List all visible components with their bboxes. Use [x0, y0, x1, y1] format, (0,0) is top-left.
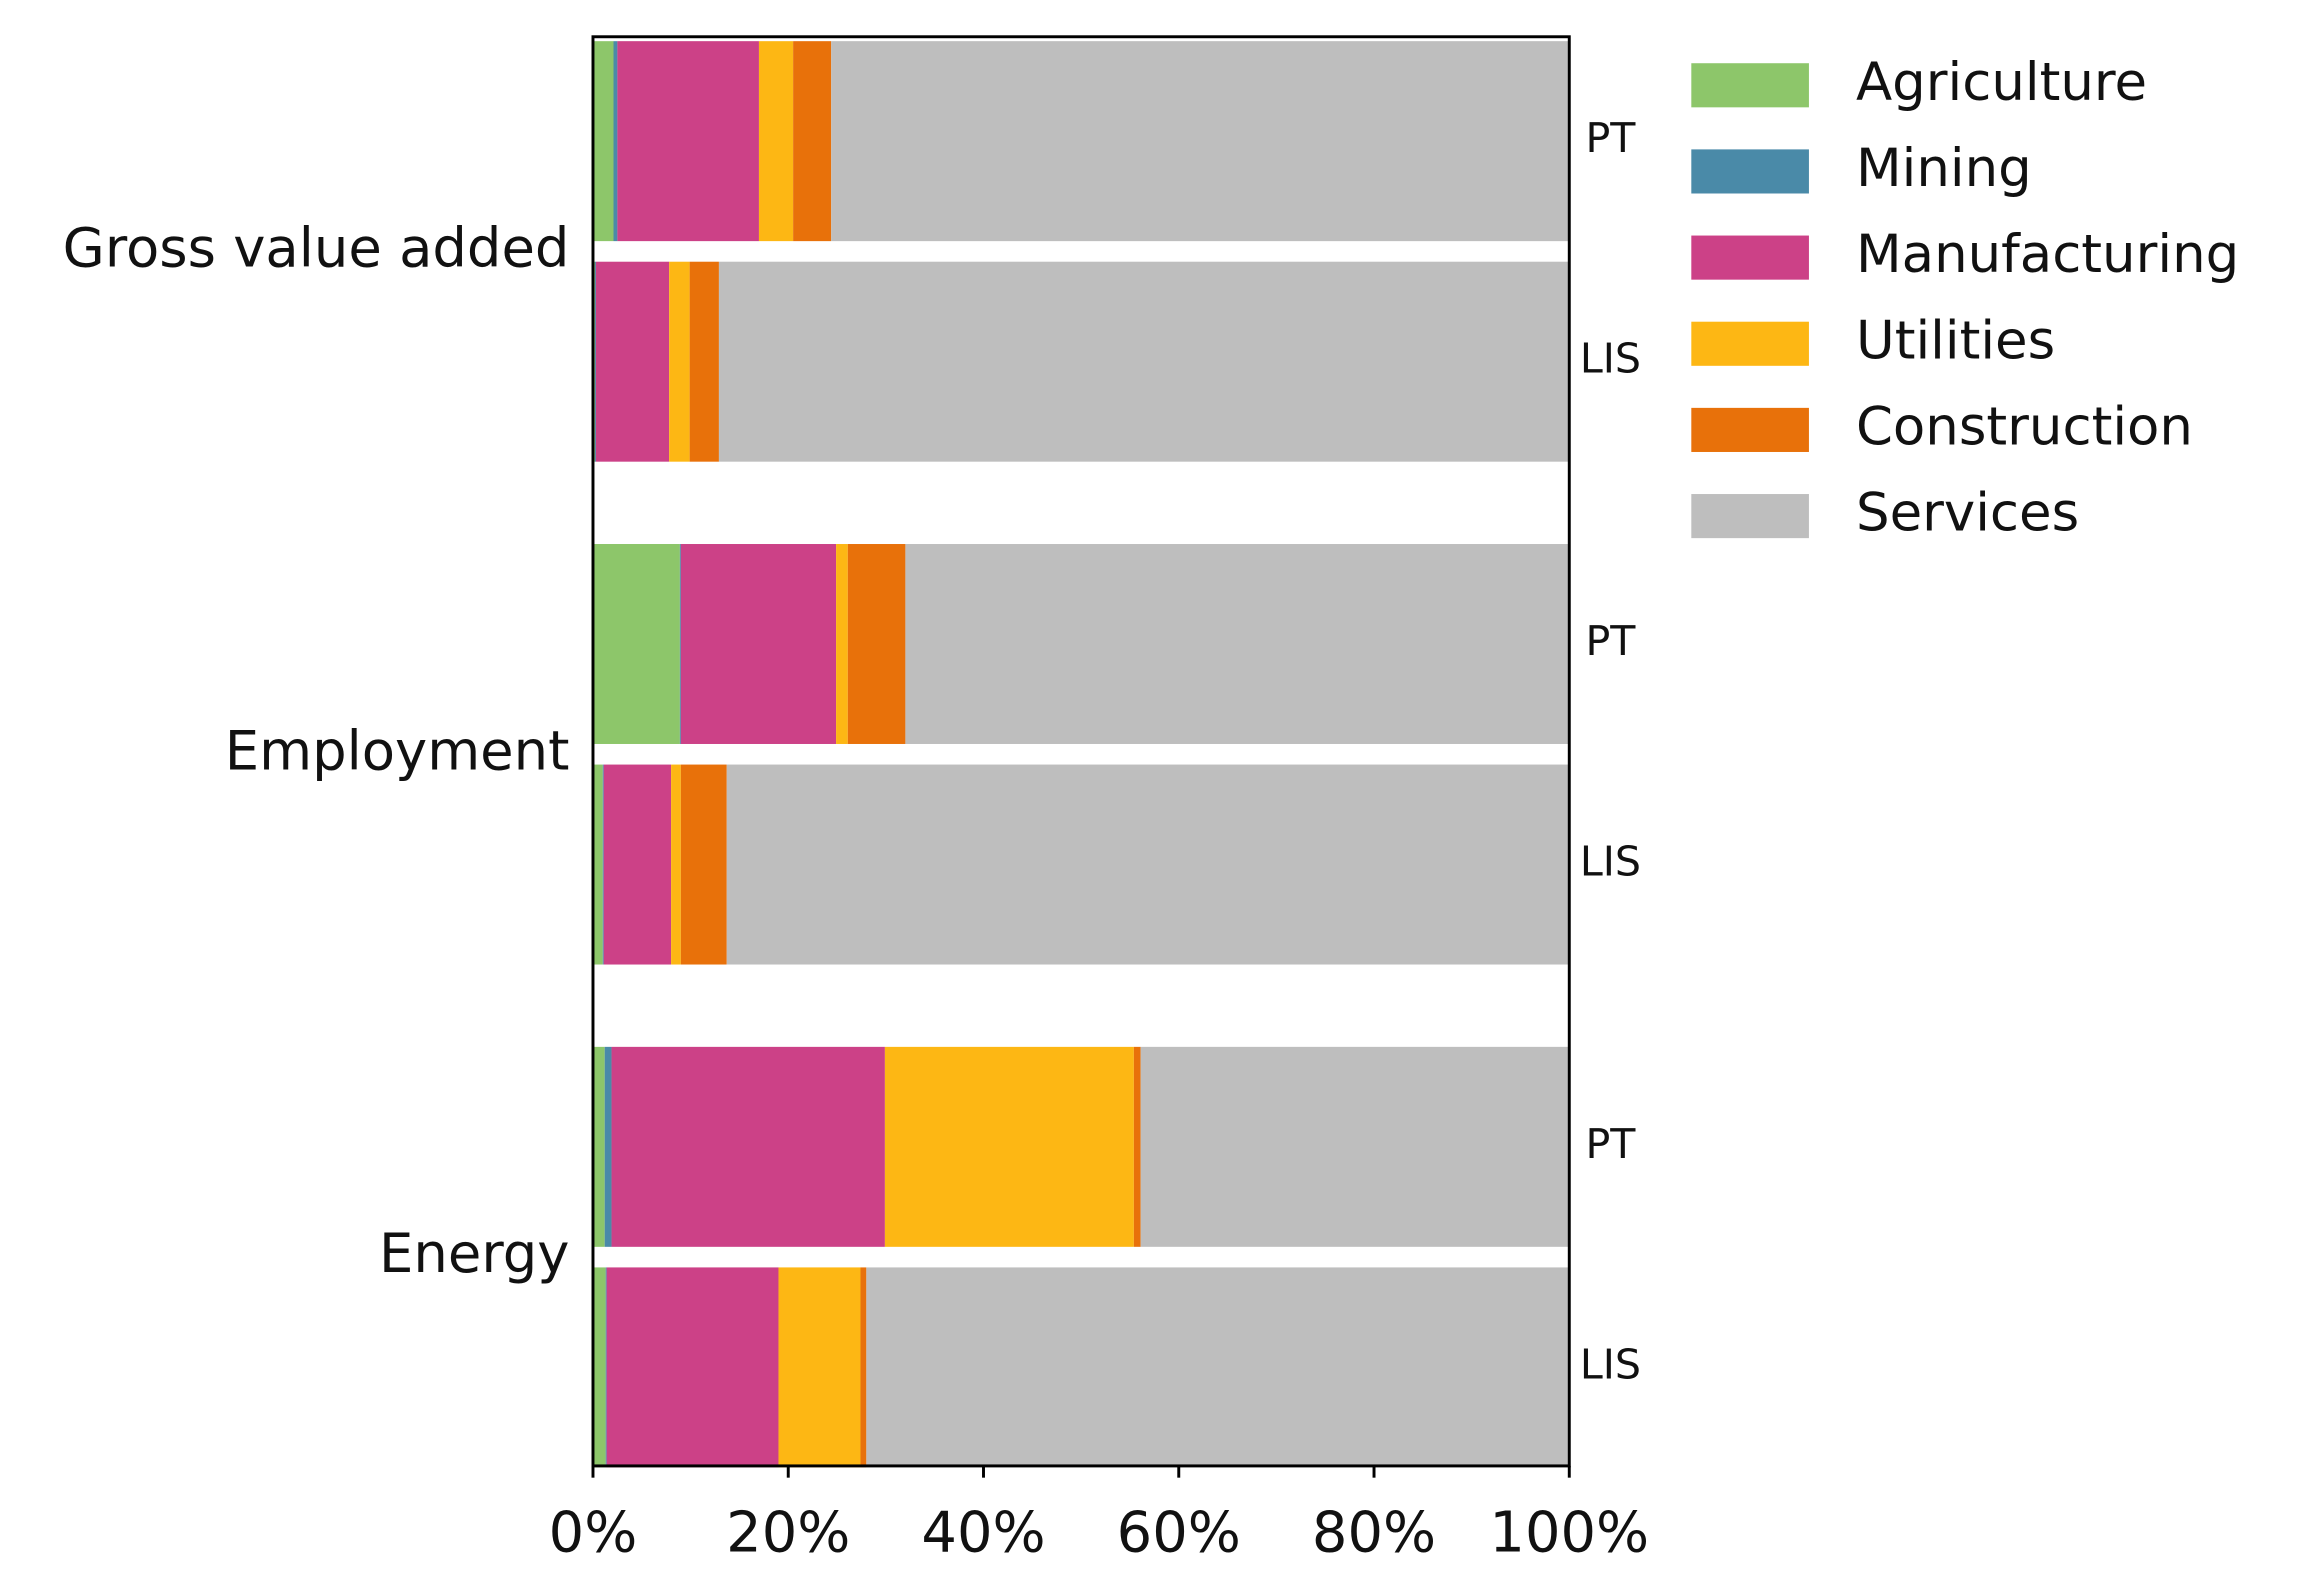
bar-segment [592, 1046, 605, 1247]
legend-swatch [1691, 321, 1809, 366]
bar-segment [594, 261, 596, 462]
bar-segment [680, 544, 837, 744]
group-label: Employment [225, 719, 570, 782]
bar-segment [884, 1046, 1134, 1247]
bar-segment [847, 544, 906, 744]
bar-segment [836, 544, 848, 744]
x-tick-label: 60% [1117, 1501, 1241, 1566]
bar-segment [905, 544, 1570, 744]
bar-segment [595, 261, 670, 462]
bar-segment [778, 1267, 861, 1468]
bar-segment [592, 41, 614, 242]
bar-segment [1140, 1046, 1570, 1247]
bar-segment [617, 41, 759, 242]
bar-segment [602, 764, 604, 965]
row-label: LIS [1580, 838, 1641, 886]
x-tick-label: 20% [726, 1501, 850, 1566]
bar-segment [592, 544, 680, 744]
legend-label: Agriculture [1856, 52, 2147, 113]
bar-segment [605, 1267, 607, 1468]
bar-segment [689, 261, 719, 462]
x-tick-label: 0% [549, 1501, 638, 1566]
row-label: PT [1585, 114, 1636, 162]
legend-swatch [1691, 63, 1809, 108]
legend-swatch [1691, 407, 1809, 452]
legend-label: Construction [1856, 397, 2193, 458]
bar-segment [679, 544, 681, 744]
group-label: Gross value added [63, 217, 570, 280]
bar-segment [592, 764, 603, 965]
row-label: LIS [1580, 335, 1641, 383]
legend-label: Utilities [1856, 310, 2055, 371]
legend-swatch [1691, 494, 1809, 539]
bar-segment [831, 41, 1570, 242]
bar-segment [860, 1267, 867, 1468]
bar-segment [726, 764, 1570, 965]
bar-segment [866, 1267, 1570, 1468]
row-label: PT [1585, 1120, 1636, 1168]
legend-swatch [1691, 235, 1809, 280]
legend-swatch [1691, 149, 1809, 194]
group-label: Energy [379, 1222, 569, 1285]
bar-segment [793, 41, 832, 242]
x-tick-label: 40% [921, 1501, 1045, 1566]
axes-frame [591, 35, 1571, 1468]
legend-label: Services [1856, 483, 2079, 544]
bar-segment [603, 764, 672, 965]
row-label: PT [1585, 617, 1636, 665]
bar-segment [1133, 1046, 1141, 1247]
legend-label: Mining [1856, 138, 2032, 199]
bar-segment [680, 764, 727, 965]
x-tick-label: 80% [1312, 1501, 1436, 1566]
bar-segment [758, 41, 794, 242]
bar-segment [669, 261, 690, 462]
bar-segment [604, 1046, 612, 1247]
legend-label: Manufacturing [1856, 224, 2239, 285]
x-tick-label: 100% [1489, 1501, 1649, 1566]
row-label: LIS [1580, 1340, 1641, 1388]
bar-segment [592, 1267, 606, 1468]
bar-segment [718, 261, 1570, 462]
bar-segment [613, 41, 618, 242]
bar-segment [671, 764, 681, 965]
bar-segment [611, 1046, 885, 1247]
bar-segment [606, 1267, 779, 1468]
